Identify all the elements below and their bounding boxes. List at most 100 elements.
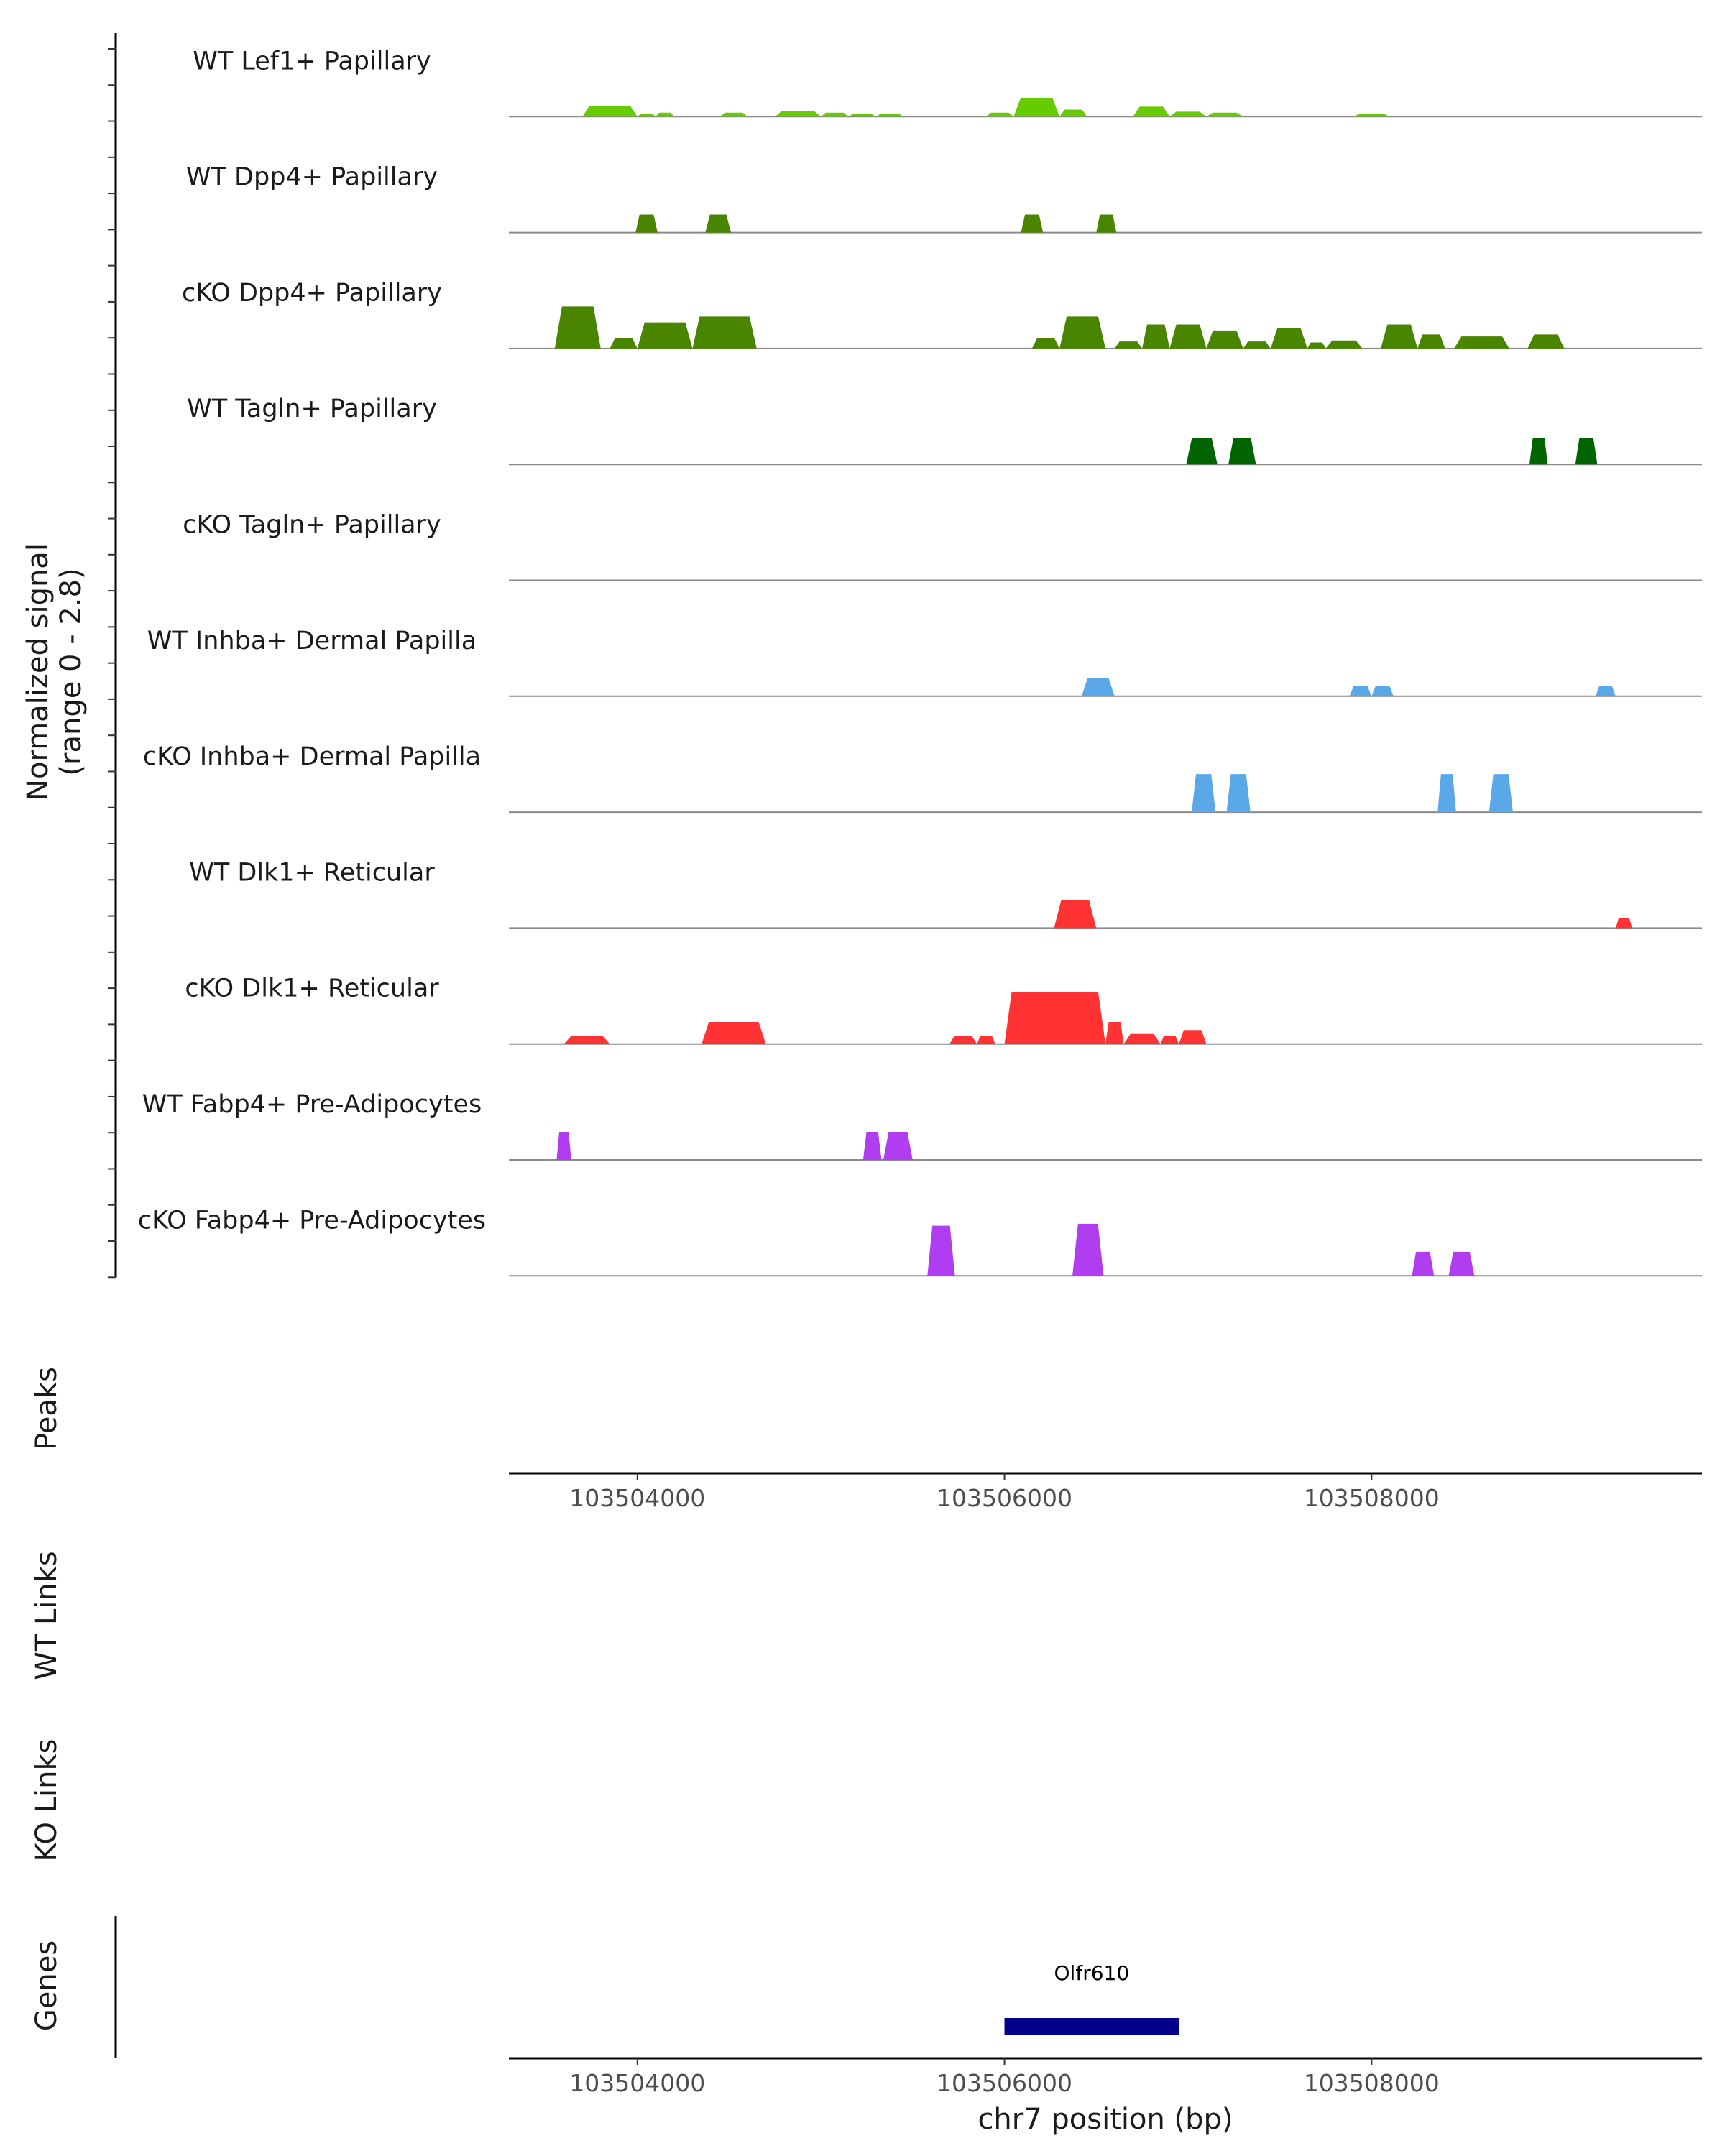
signal-peak	[1412, 1251, 1435, 1276]
signal-peak	[1186, 438, 1218, 465]
signal-peak	[1615, 918, 1632, 929]
signal-peak	[1004, 992, 1105, 1044]
signal-peak	[656, 112, 674, 117]
track-label: WT Dpp4+ Papillary	[186, 163, 438, 192]
signal-peak	[848, 114, 876, 117]
signal-peak	[1133, 106, 1170, 117]
signal-peak	[775, 110, 822, 117]
signal-peak	[875, 114, 904, 117]
signal-peak	[862, 1132, 882, 1160]
signal-peak	[1031, 338, 1060, 349]
track-label: cKO Dpp4+ Papillary	[182, 279, 442, 308]
track-label: WT Tagln+ Papillary	[187, 395, 437, 423]
signal-peak	[883, 1132, 913, 1160]
track-7: WT Dlk1+ Reticular	[189, 858, 1702, 929]
signal-peak	[1160, 1036, 1179, 1044]
signal-peak	[1169, 111, 1207, 117]
signal-peak	[554, 306, 601, 349]
track-label: cKO Inhba+ Dermal Papilla	[143, 742, 481, 771]
genes-x-axis-tick-label: 103504000	[569, 2069, 705, 2097]
signal-peak	[1206, 112, 1243, 117]
track-9: WT Fabp4+ Pre-Adipocytes	[142, 1090, 1702, 1161]
genes-x-axis-tick-label: 103508000	[1304, 2069, 1440, 2097]
signal-peak	[1123, 1033, 1161, 1044]
peaks-x-axis-tick-label: 103504000	[569, 1484, 705, 1512]
signal-peak	[719, 112, 748, 117]
signal-peak	[1349, 686, 1372, 696]
signal-peak	[1381, 324, 1418, 349]
signal-peak	[1072, 1223, 1104, 1276]
signal-peak	[692, 316, 757, 349]
signal-peak	[1575, 438, 1598, 465]
track-5: WT Inhba+ Dermal Papilla	[147, 627, 1702, 697]
signal-peak	[1325, 340, 1363, 349]
signal-peak	[564, 1036, 610, 1044]
track-10: cKO Fabp4+ Pre-Adipocytes	[138, 1206, 1702, 1277]
x-axis-title: chr7 position (bp)	[978, 2103, 1233, 2136]
wt-links-panel-label: WT Links	[30, 1551, 63, 1680]
track-label: WT Dlk1+ Reticular	[189, 858, 435, 887]
track-label: cKO Fabp4+ Pre-Adipocytes	[138, 1206, 486, 1235]
signal-peak	[821, 112, 849, 117]
gene-Olfr610: Olfr610	[1004, 1961, 1179, 2035]
signal-peak	[1529, 438, 1548, 465]
signal-peak	[1417, 334, 1445, 349]
signal-peak	[1270, 328, 1307, 349]
signal-peak	[1179, 1030, 1207, 1044]
signal-peak	[1142, 324, 1170, 349]
signal-y-label-line2: (range 0 - 2.8)	[55, 568, 88, 775]
signal-peak	[1527, 334, 1565, 349]
track-label: WT Lef1+ Papillary	[193, 47, 431, 75]
signal-peak	[1489, 774, 1513, 813]
genes-x-axis-tick-label: 103506000	[937, 2069, 1072, 2097]
signal-peak	[1243, 341, 1271, 349]
signal-peak	[1448, 1251, 1475, 1276]
genes-x-axis-ticks: 103504000 103506000 103508000	[569, 2058, 1440, 2097]
signal-peak	[705, 214, 732, 233]
signal-peak	[1192, 774, 1216, 813]
track-8: cKO Dlk1+ Reticular	[185, 975, 1702, 1045]
signal-peak	[1114, 341, 1143, 349]
signal-peak	[1454, 336, 1509, 349]
peaks-x-axis-ticks: 103504000 103506000 103508000	[569, 1473, 1440, 1512]
track-3: WT Tagln+ Papillary	[187, 395, 1702, 466]
signal-peak	[582, 105, 638, 117]
signal-peak	[1169, 324, 1207, 349]
signal-peak	[1059, 109, 1087, 117]
gene-body	[1004, 2018, 1179, 2035]
genes-panel-label: Genes	[30, 1940, 63, 2031]
signal-peak	[1228, 438, 1256, 465]
signal-peak	[1105, 1022, 1124, 1044]
track-label: WT Inhba+ Dermal Papilla	[147, 627, 477, 655]
track-2: cKO Dpp4+ Papillary	[182, 279, 1702, 349]
signal-peak	[1371, 686, 1394, 696]
track-0: WT Lef1+ Papillary	[193, 47, 1702, 118]
signal-y-axis	[108, 33, 117, 1279]
signal-peak	[1059, 316, 1105, 349]
track-1: WT Dpp4+ Papillary	[186, 163, 1702, 234]
ko-links-panel-label: KO Links	[30, 1739, 63, 1862]
signal-peak	[556, 1132, 571, 1160]
signal-peak	[977, 1036, 995, 1044]
signal-y-label-line1: Normalized signal	[22, 543, 55, 801]
track-6: cKO Inhba+ Dermal Papilla	[143, 742, 1702, 814]
track-4: cKO Tagln+ Papillary	[183, 511, 1702, 581]
peaks-x-axis-tick-label: 103508000	[1304, 1484, 1440, 1512]
signal-peak	[1013, 97, 1060, 117]
track-label: WT Fabp4+ Pre-Adipocytes	[142, 1090, 482, 1119]
signal-peak	[702, 1022, 766, 1044]
signal-peak	[1438, 774, 1456, 813]
signal-peak	[927, 1225, 955, 1276]
signal-peak	[1353, 114, 1390, 117]
signal-peak	[1081, 678, 1115, 696]
peaks-x-axis-tick-label: 103506000	[937, 1484, 1072, 1512]
signal-peak	[1054, 900, 1097, 929]
track-label: cKO Dlk1+ Reticular	[185, 975, 439, 1003]
gene-annotations: Olfr610	[1004, 1961, 1179, 2035]
signal-peak	[637, 322, 693, 349]
signal-peak	[1206, 330, 1243, 349]
signal-peak	[1096, 214, 1117, 233]
signal-peak	[949, 1036, 978, 1044]
signal-peak	[1226, 774, 1251, 813]
